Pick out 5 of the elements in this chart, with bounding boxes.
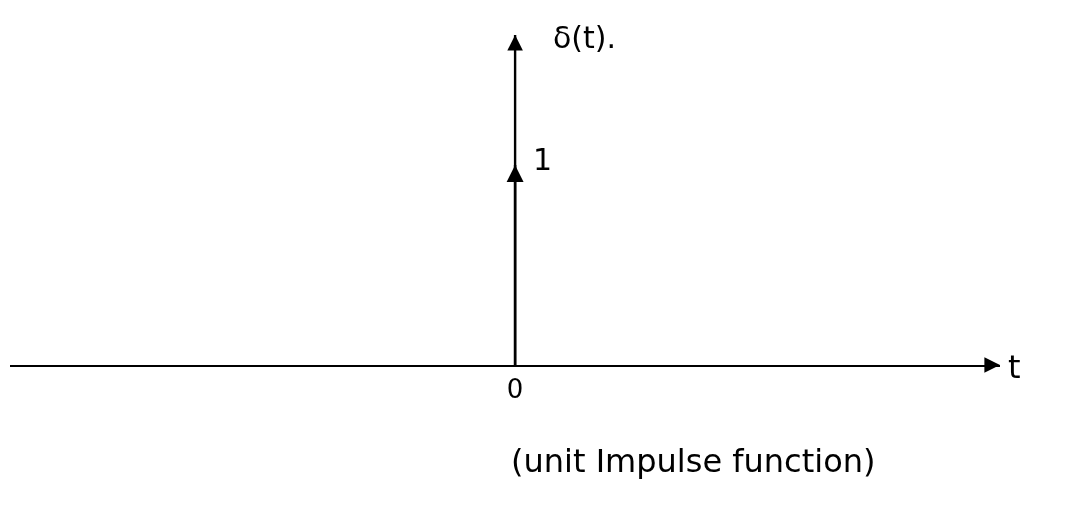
y-axis-title: δ(t). bbox=[553, 20, 617, 55]
text: t bbox=[1008, 348, 1021, 386]
text: (unit Impulse function) bbox=[511, 442, 876, 480]
data-label: 1 bbox=[533, 142, 553, 177]
x-tick-label: 0 bbox=[506, 374, 524, 405]
